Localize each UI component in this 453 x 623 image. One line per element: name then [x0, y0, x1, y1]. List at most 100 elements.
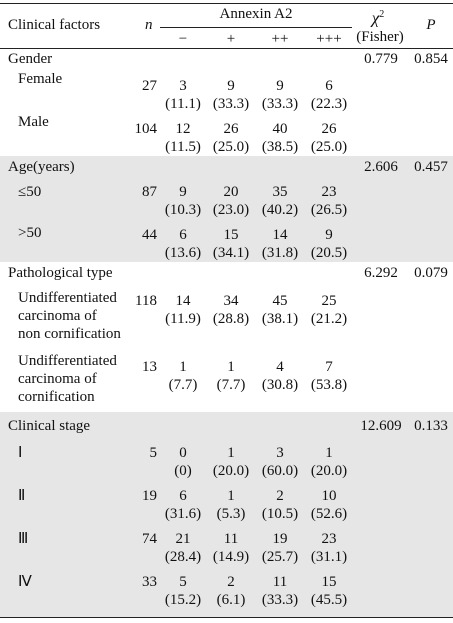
percent: (22.3)	[310, 96, 348, 112]
percent: (20.0)	[212, 463, 250, 479]
header-level: ++	[271, 31, 289, 47]
percent: (31.1)	[310, 549, 348, 565]
count: 14	[272, 227, 288, 243]
percent: (23.0)	[212, 202, 250, 218]
count: 26	[321, 121, 337, 137]
count: 2	[227, 574, 235, 590]
n: 74	[142, 531, 157, 547]
count: 6	[325, 78, 333, 94]
count: 3	[276, 445, 284, 461]
count: 6	[179, 488, 187, 504]
bottom-rule	[0, 617, 453, 618]
n: 87	[142, 184, 157, 200]
header-level: +	[226, 31, 236, 47]
row-label: Ⅱ	[18, 488, 26, 504]
count: 25	[321, 293, 337, 309]
row-label: Female	[18, 71, 63, 87]
n: 5	[149, 445, 158, 461]
header-factor: Clinical factors	[8, 17, 101, 33]
n: 13	[142, 359, 157, 375]
count: 9	[179, 184, 187, 200]
percent: (13.6)	[164, 245, 202, 261]
row-label: Undifferentiated	[18, 290, 117, 306]
p-value: 0.457	[414, 159, 448, 175]
percent: (11.1)	[165, 96, 201, 112]
count: 4	[276, 359, 284, 375]
count: 23	[321, 531, 337, 547]
percent: (31.6)	[164, 506, 202, 522]
row-label: Undifferentiated	[18, 353, 117, 369]
count: 12	[175, 121, 191, 137]
chi2: 12.609	[360, 418, 402, 434]
top-rule	[0, 3, 453, 4]
n: 104	[134, 121, 158, 137]
count: 40	[272, 121, 288, 137]
percent: (25.0)	[310, 139, 348, 155]
band	[0, 412, 453, 617]
percent: (40.2)	[261, 202, 299, 218]
header-level: −	[178, 31, 188, 47]
percent: (20.0)	[310, 463, 348, 479]
percent: (53.8)	[310, 377, 348, 393]
count: 14	[175, 293, 191, 309]
chi-sup: 2	[379, 9, 385, 20]
chi2: 6.292	[364, 265, 398, 281]
percent: (15.2)	[164, 592, 202, 608]
percent: (11.5)	[165, 139, 201, 155]
count: 1	[227, 445, 235, 461]
count: 11	[223, 531, 239, 547]
p-value: 0.133	[414, 418, 448, 434]
header-fisher: (Fisher)	[356, 29, 404, 45]
percent: (11.9)	[165, 311, 201, 327]
count: 9	[227, 78, 235, 94]
group-name: Pathological type	[8, 265, 113, 281]
count: 2	[276, 488, 284, 504]
p-value: 0.079	[414, 265, 448, 281]
percent: (5.3)	[216, 506, 246, 522]
count: 23	[321, 184, 337, 200]
group-name: Clinical stage	[8, 418, 91, 434]
n: 33	[142, 574, 157, 590]
count: 35	[272, 184, 288, 200]
count: 11	[272, 574, 288, 590]
band	[0, 156, 453, 262]
chi2: 0.779	[364, 51, 398, 67]
row-label: non cornification	[18, 326, 121, 342]
row-label: carcinoma of	[18, 308, 97, 324]
count: 15	[321, 574, 337, 590]
count: 15	[223, 227, 239, 243]
percent: (33.3)	[261, 96, 299, 112]
n: 44	[142, 227, 157, 243]
count: 1	[179, 359, 187, 375]
percent: (10.5)	[261, 506, 299, 522]
chi2: 2.606	[364, 159, 398, 175]
percent: (38.5)	[261, 139, 299, 155]
header-chi: χ2	[372, 6, 384, 28]
count: 1	[227, 359, 235, 375]
percent: (6.1)	[216, 592, 246, 608]
count: 45	[272, 293, 288, 309]
header-level: +++	[316, 31, 342, 47]
n: 19	[142, 488, 157, 504]
count: 19	[272, 531, 288, 547]
percent: (25.0)	[212, 139, 250, 155]
row-label: Ⅳ	[18, 574, 32, 590]
count: 34	[223, 293, 239, 309]
percent: (30.8)	[261, 377, 299, 393]
n: 118	[135, 293, 157, 309]
percent: (60.0)	[261, 463, 299, 479]
percent: (33.3)	[261, 592, 299, 608]
count: 10	[321, 488, 337, 504]
count: 5	[179, 574, 187, 590]
count: 20	[223, 184, 239, 200]
count: 1	[227, 488, 235, 504]
row-label: Ⅰ	[18, 445, 23, 461]
count: 3	[179, 78, 187, 94]
p-value: 0.854	[414, 51, 448, 67]
percent: (33.3)	[212, 96, 250, 112]
row-label: ≤50	[18, 184, 42, 200]
percent: (34.1)	[212, 245, 250, 261]
percent: (28.4)	[164, 549, 202, 565]
count: 1	[325, 445, 333, 461]
